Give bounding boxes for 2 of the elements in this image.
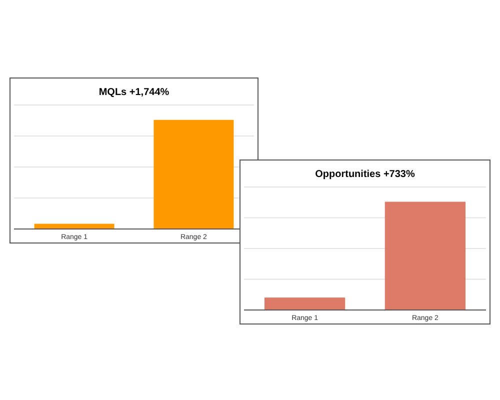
chart-title: Opportunities +733% [315, 169, 415, 180]
chart-title: MQLs +1,744% [98, 87, 170, 98]
